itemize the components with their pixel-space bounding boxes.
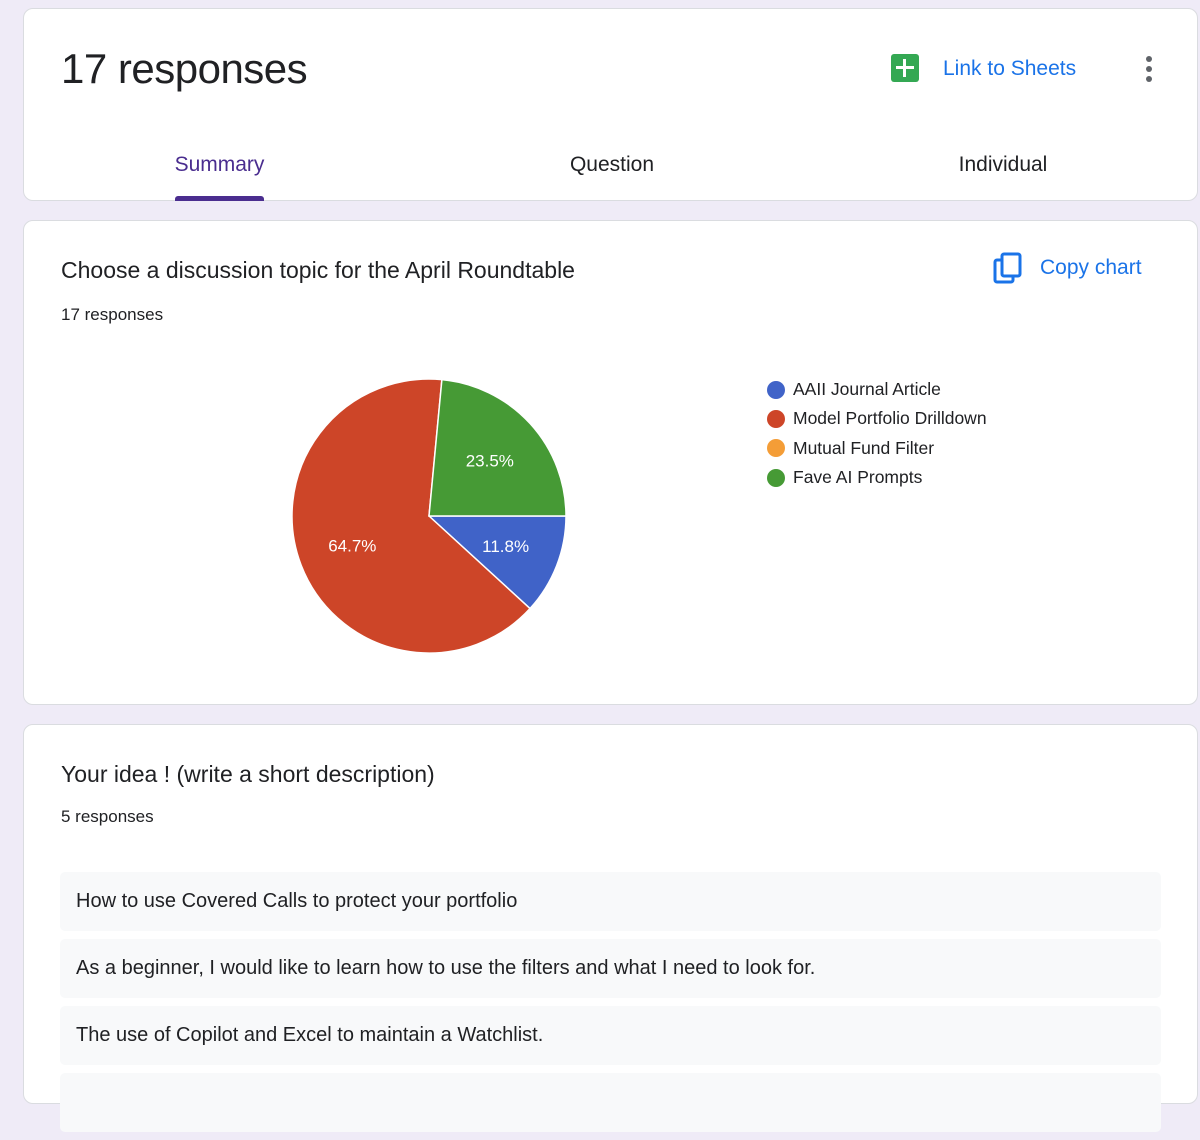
legend-label: AAII Journal Article (793, 379, 941, 400)
tab-question[interactable]: Question (569, 153, 655, 176)
answer-item (60, 1073, 1161, 1132)
legend-item: AAII Journal Article (767, 375, 987, 404)
pie-chart: 11.8% 64.7% 23.5% (291, 378, 567, 654)
legend-item: Mutual Fund Filter (767, 434, 987, 463)
google-sheets-icon[interactable] (891, 54, 919, 82)
answers-list: How to use Covered Calls to protect your… (60, 872, 1161, 1140)
answer-item: How to use Covered Calls to protect your… (60, 872, 1161, 931)
tab-individual[interactable]: Individual (958, 153, 1048, 176)
pie-slice-fave-ai-prompts[interactable] (428, 378, 567, 517)
question-title: Choose a discussion topic for the April … (61, 257, 575, 283)
legend-color-swatch (767, 380, 785, 399)
question-title: Your idea ! (write a short description) (61, 761, 435, 787)
answer-item: As a beginner, I would like to learn how… (60, 939, 1161, 998)
legend-color-swatch (767, 409, 785, 428)
pie-slice-label: 23.5% (466, 452, 514, 471)
legend-color-swatch (767, 468, 785, 487)
tab-summary[interactable]: Summary (174, 153, 265, 176)
pie-slice-model-portfolio-drilldown[interactable] (291, 378, 532, 654)
legend-label: Model Portfolio Drilldown (793, 408, 987, 429)
legend-item: Model Portfolio Drilldown (767, 404, 987, 433)
legend-item: Fave AI Prompts (767, 463, 987, 492)
chart-legend: AAII Journal Article Model Portfolio Dril… (767, 375, 987, 492)
link-to-sheets-button[interactable]: Link to Sheets (943, 57, 1077, 80)
legend-label: Mutual Fund Filter (793, 437, 935, 458)
pie-slice-label: 11.8% (482, 537, 529, 556)
answer-item: The use of Copilot and Excel to maintain… (60, 1006, 1161, 1065)
copy-chart-button[interactable]: Copy chart (1040, 256, 1142, 279)
response-count: 5 responses (61, 807, 154, 826)
legend-color-swatch (767, 439, 785, 458)
response-count: 17 responses (61, 305, 164, 324)
active-tab-indicator (175, 196, 264, 201)
page-title: 17 responses (61, 45, 308, 92)
legend-label: Fave AI Prompts (793, 467, 923, 488)
pie-slice-label: 64.7% (328, 537, 376, 556)
pie-slice-aaii-journal-article[interactable] (427, 515, 567, 610)
more-vert-icon[interactable] (1140, 53, 1158, 85)
text-answers-card: Your idea ! (write a short description) … (23, 724, 1198, 1132)
question-chart-card: Choose a discussion topic for the April … (23, 220, 1198, 705)
copy-icon[interactable] (993, 252, 1023, 284)
responses-header-card: 17 responses Link to Sheets Summary Ques… (23, 8, 1198, 201)
